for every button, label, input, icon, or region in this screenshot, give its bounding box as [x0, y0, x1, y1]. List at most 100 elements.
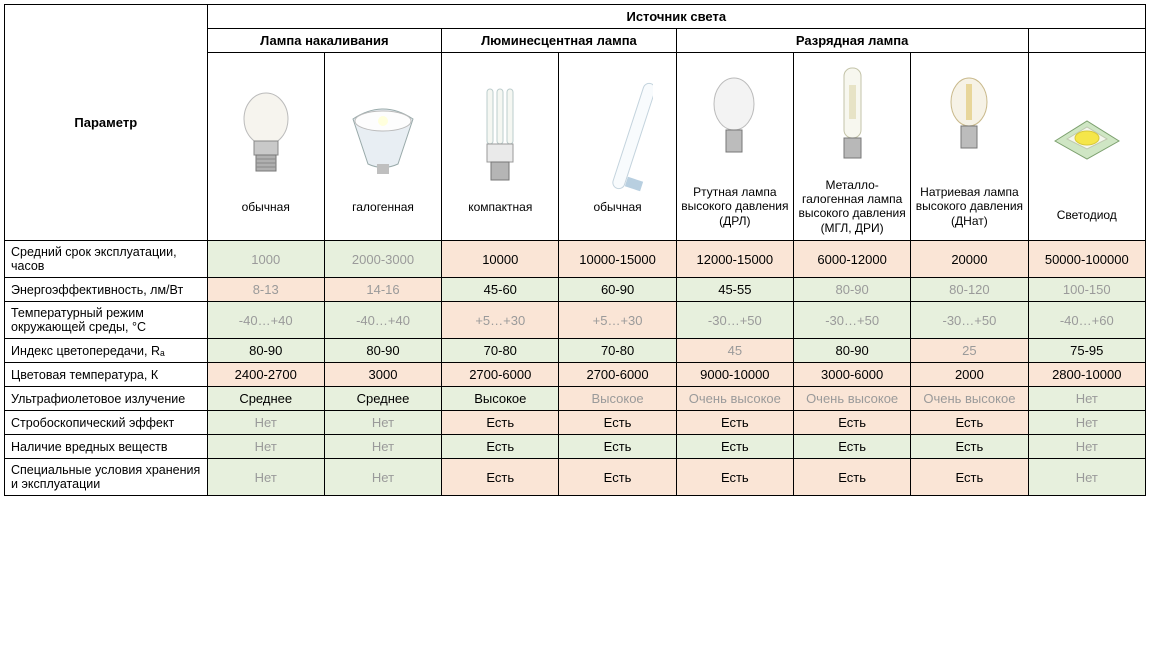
data-cell: Есть [676, 435, 793, 459]
data-cell: Есть [559, 435, 676, 459]
data-cell: 2000-3000 [324, 241, 441, 278]
data-cell: 10000 [442, 241, 559, 278]
group-led-blank [1028, 29, 1145, 53]
data-cell: -40…+40 [324, 302, 441, 339]
data-cell: Среднее [207, 387, 324, 411]
data-cell: Нет [324, 435, 441, 459]
col-image-sodium: Натриевая лампа высокого давления (ДНат) [911, 53, 1028, 241]
col-caption-long: Металло-галогенная лампа высокого давлен… [796, 179, 908, 220]
data-cell: 80-90 [324, 339, 441, 363]
data-cell: Есть [676, 411, 793, 435]
data-cell: Есть [793, 411, 910, 435]
table-row: Энергоэффективность, лм/Вт8-1314-1645-60… [5, 278, 1146, 302]
data-cell: 45-60 [442, 278, 559, 302]
data-cell: 3000 [324, 363, 441, 387]
data-cell: 2700-6000 [559, 363, 676, 387]
data-cell: -40…+60 [1028, 302, 1145, 339]
table-row: Цветовая температура, К2400-27003000 2700… [5, 363, 1146, 387]
data-cell: Среднее [324, 387, 441, 411]
table-title: Источник света [207, 5, 1145, 29]
col-image-halogen: галогенная [324, 53, 441, 241]
bulb-cfl-icon [475, 84, 525, 194]
data-cell: Высокое [442, 387, 559, 411]
data-cell: 14-16 [324, 278, 441, 302]
light-source-comparison-table: Параметр Источник света Лампа накаливани… [4, 4, 1146, 496]
table-row: Средний срок эксплуатации, часов10002000… [5, 241, 1146, 278]
col-image-metal-halide: Металло-галогенная лампа высокого давлен… [793, 53, 910, 241]
data-cell: 2000 [911, 363, 1028, 387]
data-cell: 20000 [911, 241, 1028, 278]
parameter-header: Параметр [5, 5, 208, 241]
data-cell: Очень высокое [911, 387, 1028, 411]
data-cell: Есть [442, 459, 559, 496]
group-fluorescent: Люминесцентная лампа [442, 29, 677, 53]
data-cell: 100-150 [1028, 278, 1145, 302]
data-cell: 45 [676, 339, 793, 363]
col-caption: Светодиод [1031, 209, 1143, 223]
col-image-fluorescent-tube: обычная [559, 53, 676, 241]
table-row: Температурный режим окружающей среды, °С… [5, 302, 1146, 339]
data-cell: 75-95 [1028, 339, 1145, 363]
data-cell: Есть [442, 435, 559, 459]
data-cell: Есть [793, 435, 910, 459]
data-cell: Есть [911, 459, 1028, 496]
col-caption: (МГЛ, ДРИ) [796, 222, 908, 236]
row-label: Ультрафиолетовое излучение [5, 387, 208, 411]
data-cell: 60-90 [559, 278, 676, 302]
data-cell: 80-120 [911, 278, 1028, 302]
row-label: Стробоскопический эффект [5, 411, 208, 435]
row-label: Индекс цветопередачи, Rₐ [5, 339, 208, 363]
col-caption: обычная [561, 201, 673, 215]
row-label: Специальные условия хранения и эксплуата… [5, 459, 208, 496]
row-label: Цветовая температура, К [5, 363, 208, 387]
col-caption: обычная [210, 201, 322, 215]
row-label: Энергоэффективность, лм/Вт [5, 278, 208, 302]
data-cell: 6000-12000 [793, 241, 910, 278]
data-cell: -30…+50 [793, 302, 910, 339]
col-image-led: Светодиод [1028, 53, 1145, 241]
data-cell: Нет [324, 411, 441, 435]
data-cell: Есть [559, 411, 676, 435]
bulb-incandescent-icon [236, 89, 296, 189]
table-row: Индекс цветопередачи, Rₐ80-9080-9070-807… [5, 339, 1146, 363]
col-caption: галогенная [327, 201, 439, 215]
data-cell: +5…+30 [559, 302, 676, 339]
data-cell: 10000-15000 [559, 241, 676, 278]
bulb-mercury-icon [707, 74, 762, 174]
table-row: Специальные условия хранения и эксплуата… [5, 459, 1146, 496]
data-cell: 70-80 [559, 339, 676, 363]
data-cell: Нет [207, 459, 324, 496]
col-caption-long: Натриевая лампа высокого давления [913, 186, 1025, 214]
data-cell: 8-13 [207, 278, 324, 302]
data-cell: 2800-10000 [1028, 363, 1145, 387]
bulb-metal-halide-icon [830, 65, 875, 170]
data-cell: Есть [559, 459, 676, 496]
col-caption: (ДНат) [913, 215, 1025, 229]
data-cell: Есть [911, 435, 1028, 459]
table-row: Ультрафиолетовое излучениеСреднееСреднее… [5, 387, 1146, 411]
data-cell: 2400-2700 [207, 363, 324, 387]
data-cell: -40…+40 [207, 302, 324, 339]
col-caption: компактная [444, 201, 556, 215]
bulb-tube-icon [583, 79, 653, 199]
row-label: Наличие вредных веществ [5, 435, 208, 459]
group-incandescent: Лампа накаливания [207, 29, 442, 53]
data-cell: Нет [207, 435, 324, 459]
data-cell: Нет [1028, 435, 1145, 459]
data-cell: 45-55 [676, 278, 793, 302]
data-cell: Нет [324, 459, 441, 496]
group-discharge: Разрядная лампа [676, 29, 1028, 53]
data-cell: 80-90 [793, 339, 910, 363]
row-label: Средний срок эксплуатации, часов [5, 241, 208, 278]
row-label: Температурный режим окружающей среды, °С [5, 302, 208, 339]
data-cell: 50000-100000 [1028, 241, 1145, 278]
data-cell: 9000-10000 [676, 363, 793, 387]
bulb-halogen-icon [343, 99, 423, 179]
data-cell: 80-90 [793, 278, 910, 302]
data-cell: +5…+30 [442, 302, 559, 339]
data-cell: 12000-15000 [676, 241, 793, 278]
col-image-mercury-hid: Ртутная лампа высокого давления (ДРЛ) [676, 53, 793, 241]
data-cell: 80-90 [207, 339, 324, 363]
data-cell: Есть [911, 411, 1028, 435]
bulb-sodium-icon [942, 74, 997, 174]
